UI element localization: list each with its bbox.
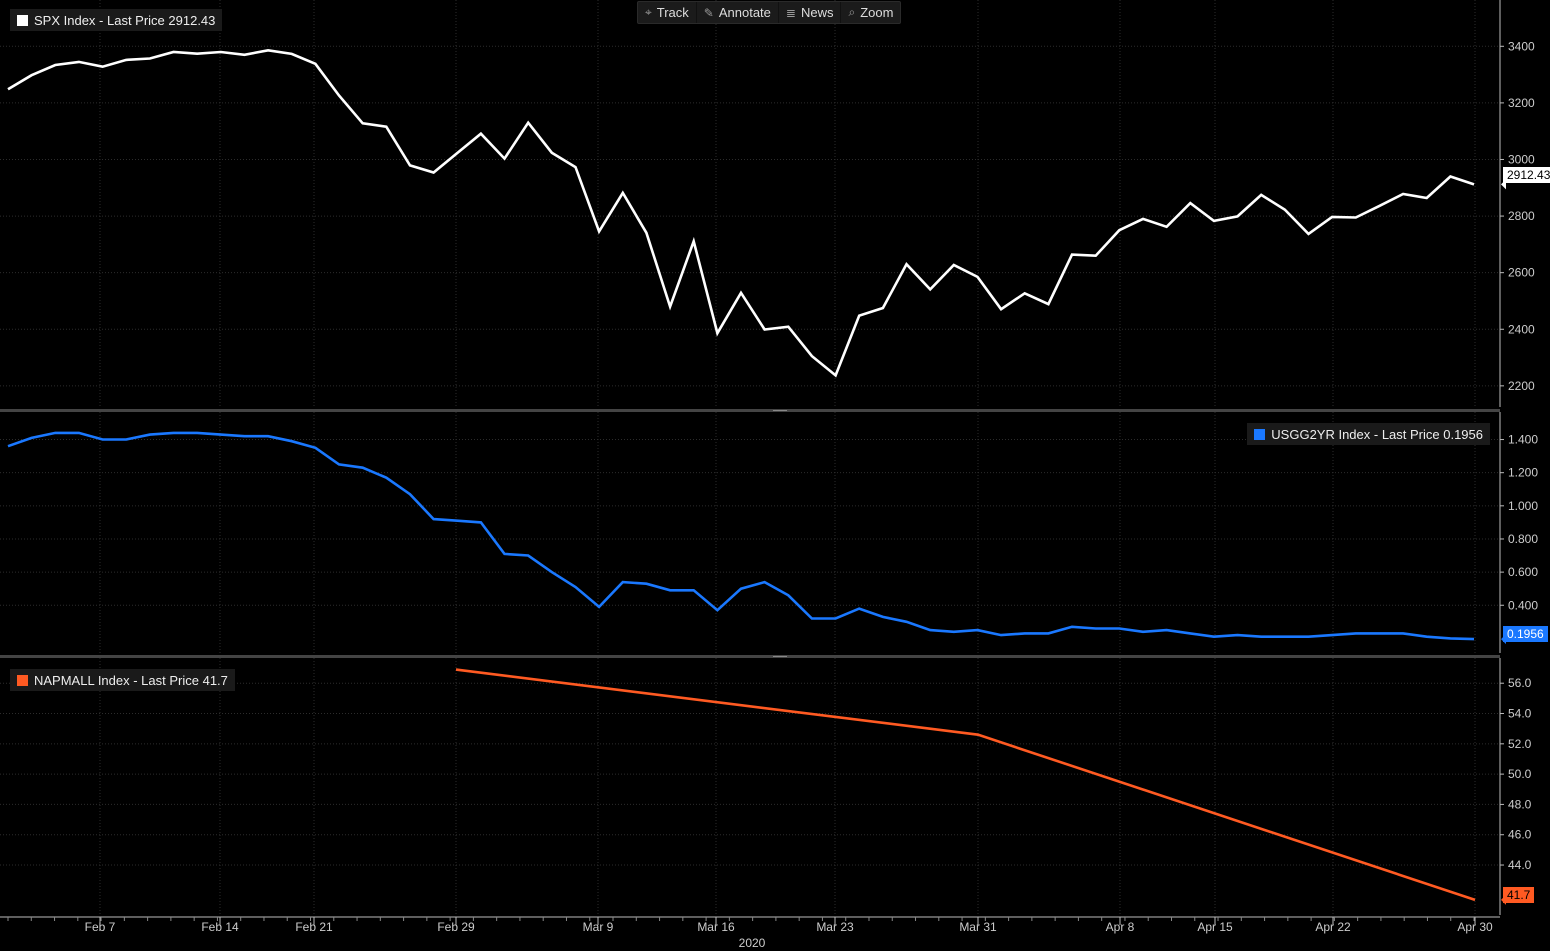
napmall-legend-label: NAPMALL Index - Last Price 41.7: [34, 672, 228, 688]
usgg2yr-ytick-label: 0.400: [1508, 598, 1538, 612]
usgg2yr-series-line: [7, 431, 1475, 641]
annotate-button[interactable]: ✎ Annotate: [697, 2, 779, 23]
track-label: Track: [656, 5, 689, 20]
usgg2yr-legend[interactable]: USGG2YR Index - Last Price 0.1956: [1247, 423, 1490, 445]
magnifier-icon: ⌕: [848, 5, 856, 19]
napmall-ytick-label: 54.0: [1508, 707, 1532, 721]
spx-ytick-label: 2200: [1508, 379, 1535, 393]
usgg2yr-ytick-label: 0.800: [1508, 532, 1538, 546]
napmall-ytick-label: 52.0: [1508, 737, 1532, 751]
panel-divider-1[interactable]: [0, 409, 1500, 412]
spx-ytick-label: 2400: [1508, 322, 1535, 336]
crosshair-icon: ⌖: [645, 5, 652, 19]
x-tick-label: Feb 7: [85, 920, 116, 934]
napmall-last-price-tag: 41.7: [1503, 887, 1535, 903]
x-tick-label: Apr 15: [1197, 920, 1233, 934]
usgg2yr-ytick-label: 1.000: [1508, 499, 1538, 513]
spx-ytick-label: 2600: [1508, 266, 1535, 280]
news-label: News: [800, 5, 834, 20]
x-tick-label: Feb 29: [437, 920, 475, 934]
napmall-series-line: [455, 668, 1476, 902]
usgg2yr-legend-label: USGG2YR Index - Last Price 0.1956: [1271, 426, 1483, 442]
spx-ytick-label: 3000: [1508, 152, 1535, 166]
pencil-icon: ✎: [703, 5, 714, 20]
usgg2yr-ytick-label: 1.200: [1508, 466, 1538, 480]
x-tick-label: Apr 30: [1457, 920, 1493, 934]
x-axis-year-label: 2020: [739, 936, 766, 950]
spx-legend-swatch: [17, 14, 28, 26]
usgg2yr-ytick-label: 1.400: [1508, 433, 1538, 447]
napmall-ytick-label: 46.0: [1508, 828, 1532, 842]
usgg2yr-last-price-tag: 0.1956: [1503, 626, 1548, 642]
napmall-ytick-label: 56.0: [1508, 676, 1532, 690]
news-icon: ≣: [785, 5, 796, 20]
spx-last-price-tag: 2912.43: [1503, 167, 1550, 183]
panel-divider-grip-2[interactable]: [773, 656, 787, 657]
napmall-ytick-label: 44.0: [1508, 858, 1532, 872]
spx-legend[interactable]: SPX Index - Last Price 2912.43: [10, 9, 223, 31]
napmall-ytick-label: 50.0: [1508, 767, 1532, 781]
napmall-ytick-label: 48.0: [1508, 797, 1532, 811]
napmall-legend[interactable]: NAPMALL Index - Last Price 41.7: [10, 669, 235, 691]
x-tick-label: Mar 16: [697, 920, 735, 934]
napmall-legend-swatch: [17, 674, 28, 686]
spx-ytick-label: 3200: [1508, 96, 1535, 110]
track-button[interactable]: ⌖ Track: [638, 2, 697, 23]
chart-toolbar: ⌖ Track ✎ Annotate ≣ News ⌕ Zoom: [637, 1, 902, 24]
spx-ytick-label: 3400: [1508, 39, 1535, 53]
x-tick-label: Apr 8: [1106, 920, 1135, 934]
x-tick-label: Feb 14: [201, 920, 239, 934]
news-button[interactable]: ≣ News: [779, 2, 842, 23]
panel-divider-grip-1[interactable]: [773, 410, 787, 411]
spx-legend-label: SPX Index - Last Price 2912.43: [34, 12, 216, 28]
x-tick-label: Feb 21: [295, 920, 333, 934]
x-tick-label: Mar 23: [816, 920, 854, 934]
spx-ytick-label: 2800: [1508, 209, 1535, 223]
zoom-button[interactable]: ⌕ Zoom: [841, 2, 900, 23]
usgg2yr-legend-swatch: [1254, 428, 1266, 440]
x-tick-label: Mar 9: [583, 920, 614, 934]
x-tick-label: Mar 31: [959, 920, 997, 934]
zoom-label: Zoom: [860, 5, 894, 20]
panel-divider-2[interactable]: [0, 655, 1500, 658]
spx-series-line: [7, 48, 1475, 378]
annotate-label: Annotate: [718, 5, 771, 20]
x-tick-label: Apr 22: [1315, 920, 1351, 934]
usgg2yr-ytick-label: 0.600: [1508, 565, 1538, 579]
